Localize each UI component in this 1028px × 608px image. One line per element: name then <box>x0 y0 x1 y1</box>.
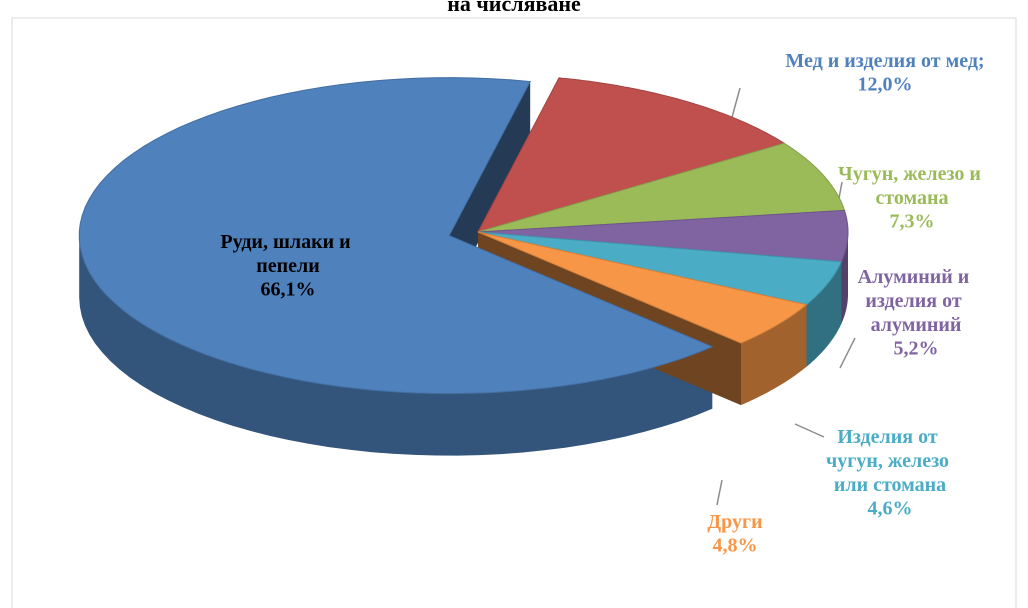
label-line: пепели <box>256 255 320 277</box>
chart-border <box>11 17 1017 608</box>
leader-line <box>716 479 723 506</box>
slice-wall <box>449 81 531 298</box>
leader-line <box>839 337 856 369</box>
slice <box>477 77 786 233</box>
slice-label: Алуминий и изделия от алуминий <box>858 266 975 336</box>
slice-label: Изделия от чугун, железо или стомана <box>826 426 954 496</box>
slice-side <box>741 304 807 406</box>
label-line: Алуминий и <box>858 266 975 288</box>
value-label: 4,8% <box>713 535 758 557</box>
value-label: 5,2% <box>894 338 939 360</box>
value-label: 7,3% <box>890 211 935 233</box>
slice-label: Други <box>707 511 762 533</box>
slice-label: Чугун, железо и стомана <box>838 163 986 209</box>
label-line: чугун, железо <box>826 450 954 472</box>
slice <box>78 77 714 395</box>
value-label: 12,0% <box>858 74 913 96</box>
slice <box>477 209 849 263</box>
slice-side <box>79 235 713 456</box>
slice-label: Мед и изделия от мед; <box>785 50 984 72</box>
label-line: Чугун, железо и <box>838 163 986 185</box>
label-line: алуминий <box>871 314 962 336</box>
label-line: стомана <box>875 187 948 209</box>
label-line: Руди, шлаки и <box>220 231 355 253</box>
label-line: Изделия от <box>837 426 942 448</box>
slice <box>477 231 808 344</box>
label-line: или стомана <box>834 474 946 496</box>
label-line: Мед и изделия от мед; <box>785 50 984 72</box>
slice-side <box>841 232 848 324</box>
slice-side <box>806 261 842 367</box>
label-line: изделия от <box>865 290 966 312</box>
slice <box>477 231 843 306</box>
chart-title: на числяване <box>447 0 581 16</box>
slice <box>477 142 846 233</box>
slice-label: Руди, шлаки и пепели <box>220 231 355 277</box>
value-label: 66,1% <box>261 279 316 301</box>
label-line: Други <box>707 511 762 533</box>
leader-line <box>794 423 825 438</box>
value-label: 4,6% <box>868 498 913 520</box>
